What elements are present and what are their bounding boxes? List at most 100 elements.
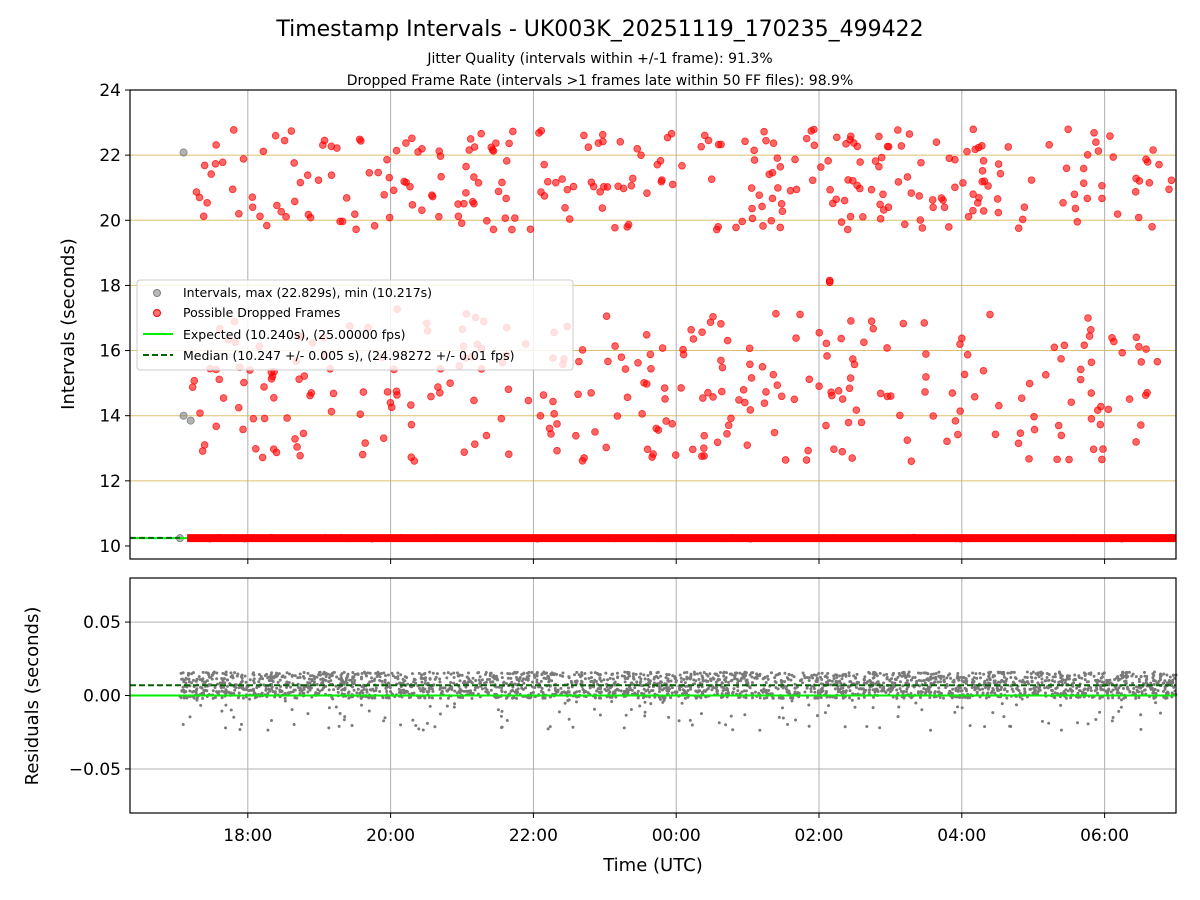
- dropped-point-low: [804, 446, 812, 455]
- dropped-point-high: [916, 216, 925, 224]
- residual-point: [720, 685, 724, 689]
- residual-point: [1005, 689, 1009, 693]
- dropped-point-high: [428, 191, 436, 200]
- residual-point: [767, 688, 771, 692]
- residual-point: [1047, 721, 1051, 725]
- residual-point: [807, 679, 811, 683]
- residual-point: [1018, 679, 1022, 683]
- dropped-point-high: [207, 170, 215, 178]
- dropped-point-low: [1065, 455, 1073, 464]
- dropped-point-low: [648, 453, 656, 461]
- residual-point: [659, 680, 663, 684]
- residual-point: [956, 671, 960, 675]
- dropped-point-low: [212, 422, 221, 431]
- residual-point: [974, 672, 978, 676]
- residual-point: [668, 687, 672, 691]
- dropped-point-high: [1094, 147, 1103, 155]
- residual-point: [211, 689, 215, 693]
- residual-point: [674, 679, 678, 683]
- dropped-point-high: [1132, 174, 1140, 183]
- residual-point: [696, 690, 700, 694]
- residual-point: [1071, 684, 1075, 688]
- residual-point: [1111, 696, 1115, 700]
- residual-point: [666, 677, 670, 681]
- residual-point: [785, 676, 789, 680]
- residual-point: [372, 689, 376, 693]
- dropped-point-low: [823, 352, 831, 360]
- residual-point: [647, 681, 651, 685]
- dropped-point-high: [994, 160, 1003, 168]
- dropped-point-high: [917, 158, 925, 167]
- residual-point: [729, 714, 733, 718]
- residual-point: [370, 679, 374, 683]
- residual-point: [664, 686, 668, 690]
- residual-point: [244, 680, 248, 684]
- residual-point: [547, 688, 551, 692]
- dropped-point-high: [678, 161, 686, 170]
- intervals-ytick-label-6: 22: [99, 146, 121, 166]
- dropped-point-high: [569, 182, 578, 191]
- residual-point: [1043, 686, 1047, 690]
- baseline-point: [618, 534, 626, 542]
- dropped-point-high: [738, 217, 747, 226]
- residual-point: [508, 672, 512, 676]
- residual-point: [981, 687, 985, 691]
- residual-point: [347, 696, 351, 700]
- dropped-point-high: [1131, 188, 1140, 196]
- residual-point: [926, 677, 930, 681]
- dropped-point-low: [951, 417, 960, 425]
- residual-point: [1098, 679, 1102, 683]
- dropped-point-high: [303, 171, 312, 180]
- residual-point: [318, 689, 322, 693]
- residual-point: [315, 675, 319, 679]
- dropped-point-high: [327, 171, 336, 180]
- dropped-point-high: [1155, 160, 1163, 169]
- residual-point: [1038, 685, 1042, 689]
- residual-point: [895, 696, 899, 700]
- baseline-point: [1118, 535, 1126, 543]
- dropped-point-high: [296, 178, 305, 187]
- residual-point: [830, 679, 834, 683]
- residual-point: [972, 676, 976, 680]
- residual-point: [343, 715, 347, 719]
- residual-point: [243, 674, 247, 678]
- residual-point: [398, 690, 402, 694]
- residual-point: [427, 696, 431, 700]
- baseline-point: [1142, 535, 1150, 543]
- dropped-point-high: [774, 184, 782, 192]
- residual-point: [207, 675, 211, 679]
- residual-point: [905, 679, 909, 683]
- dropped-point-high: [859, 213, 867, 221]
- residual-point: [942, 675, 946, 679]
- residual-point: [1119, 692, 1123, 696]
- dropped-point-low: [1017, 394, 1026, 402]
- residual-point: [1064, 688, 1068, 692]
- dropped-point-high: [637, 151, 645, 160]
- residual-point: [342, 670, 346, 674]
- dropped-point-high: [786, 186, 795, 195]
- dropped-point-low: [1041, 371, 1050, 379]
- dropped-point-high: [365, 169, 374, 177]
- residual-point: [1025, 680, 1029, 684]
- residual-point: [810, 674, 814, 678]
- residual-point: [185, 696, 189, 700]
- residual-point: [827, 704, 831, 708]
- dropped-point-low: [1137, 358, 1146, 366]
- residual-point: [360, 689, 364, 693]
- residual-point: [616, 676, 620, 680]
- residual-point: [671, 674, 675, 678]
- residual-point: [615, 671, 619, 675]
- residual-point: [461, 681, 465, 685]
- dropped-point-high: [856, 184, 864, 193]
- baseline-point: [199, 534, 207, 542]
- residual-point: [504, 696, 508, 700]
- residual-point: [840, 677, 844, 681]
- dropped-point-low: [407, 420, 416, 429]
- residual-point: [383, 678, 387, 682]
- dropped-point-low: [790, 395, 799, 404]
- dropped-point-high: [884, 203, 893, 212]
- dropped-point-low: [698, 452, 706, 461]
- residual-point: [332, 688, 336, 692]
- residual-point: [1089, 689, 1093, 693]
- residual-point: [331, 697, 335, 701]
